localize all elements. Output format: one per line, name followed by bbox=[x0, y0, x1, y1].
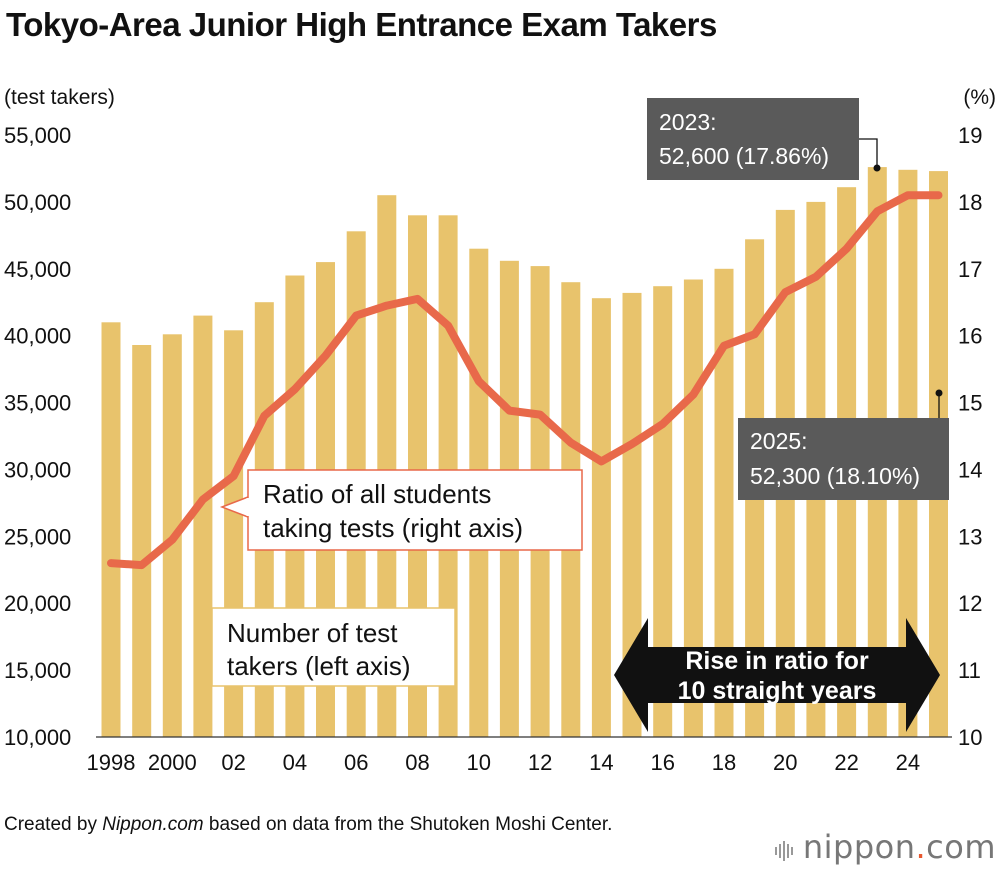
left-tick-label: 50,000 bbox=[4, 190, 71, 215]
credit-prefix: Created by bbox=[4, 814, 103, 835]
callout-2025: 2025: 52,300 (18.10%) bbox=[738, 389, 949, 500]
left-tick-label: 55,000 bbox=[4, 123, 71, 148]
right-tick-label: 10 bbox=[958, 725, 982, 750]
x-tick-label: 14 bbox=[589, 750, 613, 775]
right-tick-label: 12 bbox=[958, 591, 982, 616]
callout-2025-line1: 2025: bbox=[750, 428, 808, 454]
legend-count-line1: Number of test bbox=[227, 618, 398, 648]
right-tick-label: 19 bbox=[958, 123, 982, 148]
left-tick-label: 30,000 bbox=[4, 457, 71, 482]
brand-tld: com bbox=[926, 828, 996, 866]
arrow-note-line2: 10 straight years bbox=[678, 677, 877, 705]
right-tick-label: 11 bbox=[958, 658, 981, 683]
right-axis: 10 11 12 13 14 15 16 17 18 19 bbox=[958, 123, 982, 750]
chart-title: Tokyo-Area Junior High Entrance Exam Tak… bbox=[6, 6, 717, 43]
right-axis-label: (%) bbox=[963, 86, 996, 109]
right-tick-label: 16 bbox=[958, 324, 982, 349]
x-tick-label: 16 bbox=[650, 750, 674, 775]
bar-2015 bbox=[622, 292, 642, 737]
x-axis: 1998 2000 02 04 06 08 10 12 14 16 18 20 22 24 bbox=[87, 750, 921, 775]
bar-2001 bbox=[193, 315, 213, 737]
legend-ratio-line2: taking tests (right axis) bbox=[263, 513, 523, 543]
arrow-note: Rise in ratio for 10 straight years bbox=[614, 618, 940, 732]
bar-2016 bbox=[653, 286, 673, 737]
chart: 10,000 15,000 20,000 25,000 30,000 35,000 40,0… bbox=[4, 86, 996, 775]
nippon-logo: nippon.com bbox=[774, 828, 996, 868]
left-tick-label: 10,000 bbox=[4, 725, 71, 750]
x-tick-label: 06 bbox=[344, 750, 368, 775]
bar-1999 bbox=[132, 345, 152, 737]
bar-2007 bbox=[377, 195, 397, 737]
legend-count: Number of test takers (left axis) bbox=[211, 607, 456, 687]
x-tick-label: 18 bbox=[712, 750, 736, 775]
left-tick-label: 15,000 bbox=[4, 658, 71, 683]
brand-dot: . bbox=[915, 828, 927, 866]
bar-1998 bbox=[101, 322, 121, 737]
right-tick-label: 13 bbox=[958, 524, 982, 549]
logo-bars-icon bbox=[774, 830, 795, 868]
x-tick-label: 02 bbox=[221, 750, 245, 775]
x-tick-label: 10 bbox=[467, 750, 491, 775]
x-tick-label: 12 bbox=[528, 750, 552, 775]
legend-count-line2: takers (left axis) bbox=[227, 651, 411, 681]
x-tick-label: 20 bbox=[773, 750, 797, 775]
right-tick-label: 15 bbox=[958, 391, 982, 416]
brand-name: nippon bbox=[802, 828, 916, 866]
ratio-line bbox=[107, 191, 943, 570]
x-tick-label: 04 bbox=[283, 750, 307, 775]
x-tick-label: 2000 bbox=[148, 750, 197, 775]
callout-2023: 2023: 52,600 (17.86%) bbox=[647, 98, 881, 180]
left-tick-label: 20,000 bbox=[4, 591, 71, 616]
left-tick-label: 35,000 bbox=[4, 391, 71, 416]
callout-2025-line2: 52,300 (18.10%) bbox=[750, 463, 920, 489]
left-axis: 10,000 15,000 20,000 25,000 30,000 35,000 40,0… bbox=[4, 123, 71, 750]
x-tick-label: 08 bbox=[405, 750, 429, 775]
right-tick-label: 17 bbox=[958, 257, 982, 282]
callout-2023-line1: 2023: bbox=[659, 109, 717, 135]
x-tick-label: 22 bbox=[834, 750, 858, 775]
credit-suffix: based on data from the Shutoken Moshi Ce… bbox=[203, 814, 613, 835]
x-tick-label: 24 bbox=[896, 750, 920, 775]
left-axis-label: (test takers) bbox=[4, 86, 115, 109]
arrow-note-line1: Rise in ratio for bbox=[685, 647, 869, 675]
left-tick-label: 40,000 bbox=[4, 324, 71, 349]
credit-source: Nippon.com bbox=[102, 814, 204, 835]
left-tick-label: 45,000 bbox=[4, 257, 71, 282]
left-tick-label: 25,000 bbox=[4, 524, 71, 549]
legend-ratio: Ratio of all students taking tests (righ… bbox=[219, 469, 583, 551]
bar-2018 bbox=[714, 268, 734, 737]
right-tick-label: 18 bbox=[958, 190, 982, 215]
callout-2023-line2: 52,600 (17.86%) bbox=[659, 143, 829, 169]
bar-2014 bbox=[591, 298, 611, 737]
right-tick-label: 14 bbox=[958, 457, 982, 482]
legend-ratio-line1: Ratio of all students bbox=[263, 479, 491, 509]
footer-credit: Created by Nippon.com based on data from… bbox=[4, 812, 684, 837]
x-tick-label: 1998 bbox=[87, 750, 136, 775]
